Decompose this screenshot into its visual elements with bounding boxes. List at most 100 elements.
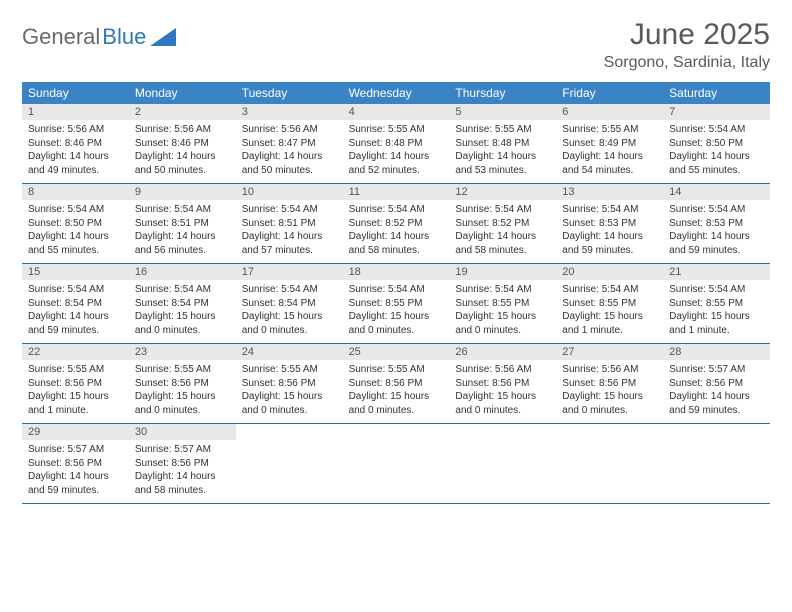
day-number: 15 (22, 264, 129, 280)
weekday-label: Saturday (663, 82, 770, 104)
sunset-line: Sunset: 8:55 PM (562, 297, 657, 311)
day-body: Sunrise: 5:55 AMSunset: 8:56 PMDaylight:… (129, 360, 236, 423)
calendar-day: 16Sunrise: 5:54 AMSunset: 8:54 PMDayligh… (129, 264, 236, 343)
header: GeneralBlue June 2025 Sorgono, Sardinia,… (22, 18, 770, 72)
sunset-line: Sunset: 8:49 PM (562, 137, 657, 151)
day-number: 10 (236, 184, 343, 200)
sunrise-line: Sunrise: 5:55 AM (562, 123, 657, 137)
calendar-day: .. (343, 424, 450, 503)
calendar-day: .. (556, 424, 663, 503)
sunrise-line: Sunrise: 5:54 AM (669, 283, 764, 297)
day-number: 27 (556, 344, 663, 360)
sunset-line: Sunset: 8:54 PM (28, 297, 123, 311)
sunset-line: Sunset: 8:56 PM (562, 377, 657, 391)
calendar-day: 20Sunrise: 5:54 AMSunset: 8:55 PMDayligh… (556, 264, 663, 343)
day-body: Sunrise: 5:54 AMSunset: 8:55 PMDaylight:… (556, 280, 663, 343)
day-number: 9 (129, 184, 236, 200)
day-number: 22 (22, 344, 129, 360)
daylight-line: Daylight: 15 hours and 0 minutes. (135, 310, 230, 337)
day-number: 14 (663, 184, 770, 200)
sunset-line: Sunset: 8:51 PM (135, 217, 230, 231)
calendar-day: 21Sunrise: 5:54 AMSunset: 8:55 PMDayligh… (663, 264, 770, 343)
day-body: Sunrise: 5:54 AMSunset: 8:52 PMDaylight:… (449, 200, 556, 263)
daylight-line: Daylight: 14 hours and 54 minutes. (562, 150, 657, 177)
day-body: Sunrise: 5:57 AMSunset: 8:56 PMDaylight:… (22, 440, 129, 503)
day-number: 25 (343, 344, 450, 360)
daylight-line: Daylight: 14 hours and 58 minutes. (349, 230, 444, 257)
daylight-line: Daylight: 15 hours and 0 minutes. (455, 310, 550, 337)
day-number: 24 (236, 344, 343, 360)
logo-triangle-icon (150, 28, 176, 46)
weekday-header: Sunday Monday Tuesday Wednesday Thursday… (22, 82, 770, 104)
sunset-line: Sunset: 8:50 PM (669, 137, 764, 151)
calendar-day: 30Sunrise: 5:57 AMSunset: 8:56 PMDayligh… (129, 424, 236, 503)
sunset-line: Sunset: 8:54 PM (242, 297, 337, 311)
daylight-line: Daylight: 15 hours and 0 minutes. (135, 390, 230, 417)
sunset-line: Sunset: 8:54 PM (135, 297, 230, 311)
calendar-day: 14Sunrise: 5:54 AMSunset: 8:53 PMDayligh… (663, 184, 770, 263)
day-body: Sunrise: 5:54 AMSunset: 8:55 PMDaylight:… (449, 280, 556, 343)
weekday-label: Wednesday (343, 82, 450, 104)
sunrise-line: Sunrise: 5:54 AM (135, 283, 230, 297)
day-body: Sunrise: 5:55 AMSunset: 8:48 PMDaylight:… (343, 120, 450, 183)
month-title: June 2025 (604, 18, 770, 52)
sunrise-line: Sunrise: 5:54 AM (242, 203, 337, 217)
day-number: 26 (449, 344, 556, 360)
daylight-line: Daylight: 15 hours and 0 minutes. (242, 390, 337, 417)
daylight-line: Daylight: 14 hours and 58 minutes. (455, 230, 550, 257)
sunset-line: Sunset: 8:56 PM (242, 377, 337, 391)
calendar-day: 11Sunrise: 5:54 AMSunset: 8:52 PMDayligh… (343, 184, 450, 263)
logo-text-general: General (22, 24, 100, 50)
daylight-line: Daylight: 14 hours and 57 minutes. (242, 230, 337, 257)
day-number: 29 (22, 424, 129, 440)
sunset-line: Sunset: 8:46 PM (28, 137, 123, 151)
day-number: 23 (129, 344, 236, 360)
daylight-line: Daylight: 15 hours and 0 minutes. (562, 390, 657, 417)
title-block: June 2025 Sorgono, Sardinia, Italy (604, 18, 770, 72)
day-number: 30 (129, 424, 236, 440)
day-body: Sunrise: 5:56 AMSunset: 8:46 PMDaylight:… (129, 120, 236, 183)
day-number: 1 (22, 104, 129, 120)
day-number: 17 (236, 264, 343, 280)
day-body: Sunrise: 5:54 AMSunset: 8:54 PMDaylight:… (22, 280, 129, 343)
calendar-day: 9Sunrise: 5:54 AMSunset: 8:51 PMDaylight… (129, 184, 236, 263)
daylight-line: Daylight: 14 hours and 56 minutes. (135, 230, 230, 257)
day-number: 18 (343, 264, 450, 280)
day-body: Sunrise: 5:54 AMSunset: 8:50 PMDaylight:… (22, 200, 129, 263)
sunrise-line: Sunrise: 5:55 AM (28, 363, 123, 377)
sunrise-line: Sunrise: 5:55 AM (242, 363, 337, 377)
calendar-day: .. (236, 424, 343, 503)
sunset-line: Sunset: 8:56 PM (669, 377, 764, 391)
day-number: 7 (663, 104, 770, 120)
sunset-line: Sunset: 8:51 PM (242, 217, 337, 231)
calendar-week: 29Sunrise: 5:57 AMSunset: 8:56 PMDayligh… (22, 424, 770, 504)
sunset-line: Sunset: 8:53 PM (562, 217, 657, 231)
weeks-container: 1Sunrise: 5:56 AMSunset: 8:46 PMDaylight… (22, 104, 770, 504)
sunrise-line: Sunrise: 5:54 AM (455, 203, 550, 217)
calendar-day: 23Sunrise: 5:55 AMSunset: 8:56 PMDayligh… (129, 344, 236, 423)
calendar-day: 2Sunrise: 5:56 AMSunset: 8:46 PMDaylight… (129, 104, 236, 183)
weekday-label: Tuesday (236, 82, 343, 104)
day-number: 12 (449, 184, 556, 200)
weekday-label: Thursday (449, 82, 556, 104)
sunset-line: Sunset: 8:56 PM (349, 377, 444, 391)
day-body: Sunrise: 5:54 AMSunset: 8:54 PMDaylight:… (129, 280, 236, 343)
sunset-line: Sunset: 8:56 PM (135, 377, 230, 391)
calendar-day: 10 Sunrise: 5:54 AMSunset: 8:51 PMDayligh… (236, 184, 343, 263)
calendar-week: 1Sunrise: 5:56 AMSunset: 8:46 PMDaylight… (22, 104, 770, 184)
calendar-day: 1Sunrise: 5:56 AMSunset: 8:46 PMDaylight… (22, 104, 129, 183)
day-number: 20 (556, 264, 663, 280)
daylight-line: Daylight: 14 hours and 55 minutes. (28, 230, 123, 257)
day-body: Sunrise: 5:56 AMSunset: 8:46 PMDaylight:… (22, 120, 129, 183)
day-number: 5 (449, 104, 556, 120)
sunrise-line: Sunrise: 5:54 AM (669, 123, 764, 137)
calendar-week: 22Sunrise: 5:55 AMSunset: 8:56 PMDayligh… (22, 344, 770, 424)
sunrise-line: Sunrise: 5:54 AM (28, 203, 123, 217)
daylight-line: Daylight: 15 hours and 0 minutes. (242, 310, 337, 337)
calendar-day: 22Sunrise: 5:55 AMSunset: 8:56 PMDayligh… (22, 344, 129, 423)
sunset-line: Sunset: 8:56 PM (28, 457, 123, 471)
sunrise-line: Sunrise: 5:55 AM (135, 363, 230, 377)
daylight-line: Daylight: 14 hours and 59 minutes. (669, 390, 764, 417)
calendar-day: 24 Sunrise: 5:55 AMSunset: 8:56 PMDayligh… (236, 344, 343, 423)
calendar-day: 18Sunrise: 5:54 AMSunset: 8:55 PMDayligh… (343, 264, 450, 343)
